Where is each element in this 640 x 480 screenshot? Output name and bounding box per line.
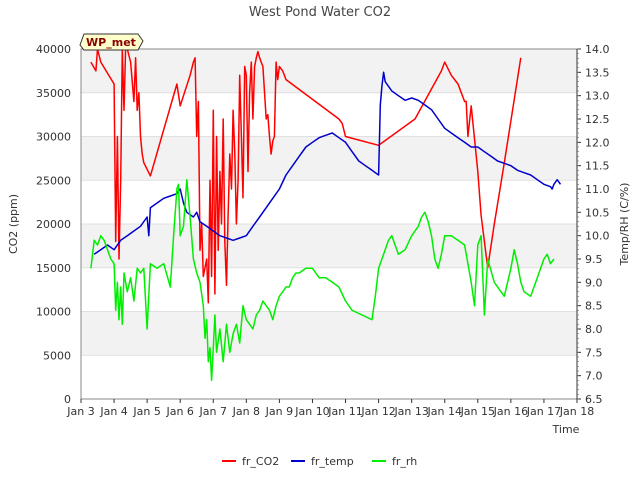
chart-title: West Pond Water CO2 <box>249 5 391 20</box>
x-tick-label: Jan 13 <box>393 405 428 418</box>
legend-label: fr_rh <box>392 455 417 468</box>
series-line-fr-rh <box>90 178 555 382</box>
grid-band <box>81 180 577 224</box>
legend-label: fr_CO2 <box>242 455 279 468</box>
y-right-tick-label: 10.5 <box>585 206 610 219</box>
x-axis: Jan 3 Jan 4 Jan 5 Jan 6 Jan 7 Jan 8 Jan 9 Jan 1… <box>66 399 594 418</box>
y-axis-right: 6.5 7.0 7.5 8.0 8.5 9.0 9.5 10.0 10.5 11.0 11.5 12.… <box>576 43 610 406</box>
x-tick-label: Jan 10 <box>294 405 329 418</box>
y-left-tick-label: 0 <box>64 393 71 406</box>
station-badge-shape <box>79 33 144 51</box>
y-left-tick-label: 20000 <box>36 218 71 231</box>
x-tick-label: Jan 6 <box>165 405 193 418</box>
y-right-tick-label: 9.5 <box>585 253 603 266</box>
x-tick-label: Jan 18 <box>559 405 594 418</box>
legend-item-fr-rh: fr_rh <box>372 455 417 468</box>
y-right-tick-label: 14.0 <box>585 43 610 56</box>
station-badge: WP_met <box>79 33 144 51</box>
legend-label: fr_temp <box>311 455 354 468</box>
y-right-tick-label: 7.0 <box>585 370 603 383</box>
series-line-fr-temp <box>93 71 562 255</box>
series-layer <box>90 48 562 382</box>
grid-band <box>81 224 577 268</box>
y-right-tick-label: 10.0 <box>585 230 610 243</box>
x-tick-label: Jan 9 <box>265 405 293 418</box>
y-left-tick-label: 25000 <box>36 174 71 187</box>
y-left-tick-label: 15000 <box>36 262 71 275</box>
y-axis-left-label: CO2 (ppm) <box>7 194 20 254</box>
x-tick-label: Jan 4 <box>99 405 127 418</box>
legend-item-fr-CO2: fr_CO2 <box>222 455 279 468</box>
y-left-tick-label: 30000 <box>36 131 71 144</box>
y-axis-right-label: Temp/RH (C/%) <box>618 183 631 267</box>
y-left-tick-label: 35000 <box>36 87 71 100</box>
grid-band <box>81 49 577 93</box>
series-line-fr-CO2 <box>90 48 522 304</box>
y-axis-left: 0 5000 10000 15000 20000 25000 30000 35000 40000 <box>36 43 71 406</box>
x-tick-label: Jan 8 <box>232 405 260 418</box>
x-tick-label: Jan 7 <box>199 405 227 418</box>
x-tick-label: Jan 5 <box>132 405 160 418</box>
y-right-tick-label: 13.0 <box>585 90 610 103</box>
x-tick-label: Jan 12 <box>360 405 395 418</box>
legend: fr_CO2 fr_temp fr_rh <box>222 455 417 468</box>
y-left-tick-label: 40000 <box>36 43 71 56</box>
y-right-tick-label: 12.0 <box>585 136 610 149</box>
y-right-tick-label: 11.0 <box>585 183 610 196</box>
grid-band <box>81 92 577 137</box>
y-right-tick-label: 12.5 <box>585 113 610 126</box>
x-tick-label: Jan 14 <box>427 405 462 418</box>
y-left-tick-label: 10000 <box>36 306 71 319</box>
grid-band <box>81 311 577 356</box>
x-tick-label: Jan 16 <box>493 405 528 418</box>
x-tick-label: Jan 17 <box>526 405 561 418</box>
y-right-tick-label: 8.5 <box>585 300 603 313</box>
grid-band <box>81 267 577 312</box>
x-axis-label: Time <box>552 423 580 436</box>
y-left-tick-label: 5000 <box>43 349 71 362</box>
x-tick-label: Jan 11 <box>327 405 362 418</box>
y-right-tick-label: 7.5 <box>585 346 603 359</box>
legend-item-fr-temp: fr_temp <box>291 455 354 468</box>
x-tick-label: Jan 15 <box>460 405 495 418</box>
y-right-tick-label: 11.5 <box>585 160 610 173</box>
y-right-tick-label: 13.5 <box>585 66 610 79</box>
y-right-tick-label: 6.5 <box>585 393 603 406</box>
x-tick-label: Jan 3 <box>66 405 94 418</box>
grid-bands <box>81 48 577 400</box>
grid-band <box>81 355 577 399</box>
y-right-tick-label: 8.0 <box>585 323 603 336</box>
y-right-tick-label: 9.0 <box>585 276 603 289</box>
station-badge-label: WP_met <box>86 36 136 49</box>
